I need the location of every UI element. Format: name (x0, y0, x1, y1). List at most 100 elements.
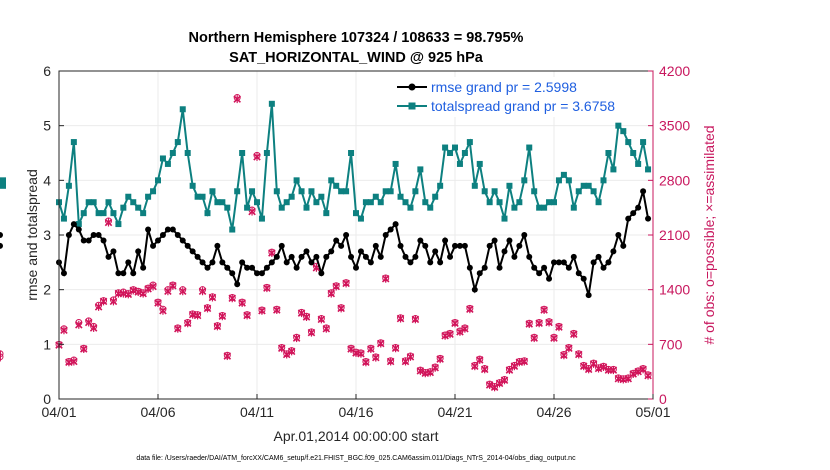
totalspread-point (174, 139, 181, 146)
obs-assimilated-point (574, 350, 583, 359)
totalspread-point (452, 144, 458, 151)
totalspread-point (249, 188, 256, 195)
rmse-point (353, 264, 359, 271)
obs-assimilated-point (228, 294, 237, 303)
rmse-point (452, 242, 458, 249)
rmse-point (288, 253, 295, 260)
rmse-point (199, 259, 206, 266)
obs-assimilated-point (644, 371, 652, 380)
totalspread-point (402, 199, 409, 206)
obs-possible-point (0, 353, 4, 361)
rmse-point (90, 232, 97, 238)
rmse-point (461, 242, 468, 249)
obs-assimilated-point (79, 345, 88, 354)
legend-rmse-label: rmse grand pr = 2.5998 (431, 79, 577, 95)
totalspread-point (219, 199, 226, 206)
obs-assimilated-point (317, 315, 326, 324)
totalspread-point (471, 182, 478, 189)
rmse-point (565, 264, 572, 271)
rmse-series (0, 188, 652, 299)
totalspread-point (169, 150, 176, 156)
totalspread-point (164, 160, 171, 167)
obs-assimilated-point (332, 282, 340, 291)
totalspread-point (283, 199, 290, 206)
left-tick-label-2: 2 (43, 282, 51, 298)
totalspread-point (70, 139, 77, 146)
totalspread-point (90, 199, 97, 206)
rmse-point (263, 264, 270, 271)
rmse-point (491, 237, 498, 244)
totalspread-point (184, 150, 191, 156)
rmse-point (625, 215, 632, 222)
totalspread-point (605, 150, 612, 156)
totalspread-point (630, 150, 637, 156)
rmse-point (615, 232, 622, 238)
rmse-point (303, 248, 310, 255)
totalspread-point (179, 106, 186, 113)
totalspread-point (303, 204, 310, 211)
totalspread-point (357, 215, 364, 222)
totalspread-point (501, 215, 508, 222)
obs-assimilated-point (174, 324, 182, 333)
rmse-point (343, 232, 350, 238)
obs-assimilated-point (594, 364, 603, 373)
obs-assimilated-point (238, 298, 246, 307)
totalspread-point (481, 188, 488, 195)
totalspread-point (135, 204, 142, 211)
legend-rmse-marker (408, 83, 416, 91)
obs-assimilated-point (282, 350, 291, 359)
rmse-point (70, 221, 77, 228)
obs-assimilated-point (233, 95, 241, 104)
right-tick-label-1: 700 (659, 336, 683, 352)
rmse-point (377, 253, 384, 260)
totalspread-point (268, 100, 275, 107)
rmse-point (496, 264, 503, 271)
obs-assimilated-point (302, 313, 311, 321)
rmse-point (145, 226, 152, 233)
totalspread-point (110, 210, 117, 217)
obs-assimilated-point (104, 218, 113, 227)
totalspread-point (224, 204, 231, 211)
rmse-point (115, 270, 122, 277)
obs-assimilated-point (159, 306, 167, 315)
totalspread-point (348, 150, 355, 156)
obs-assimilated-point (129, 286, 138, 295)
right-tick-label-5: 3500 (659, 118, 690, 134)
x-tick-label-3: 04/16 (338, 404, 373, 420)
totalspread-point (313, 199, 320, 206)
x-tick-label-5: 04/26 (536, 404, 571, 420)
totalspread-point (353, 210, 359, 217)
left-axis-ticks: 0 1 2 3 4 5 6 (43, 63, 64, 407)
obs-assimilated-point (391, 344, 400, 353)
rmse-point (595, 253, 602, 260)
rmse-point (432, 248, 439, 255)
rmse-point (456, 242, 463, 249)
obs-assimilated-point (273, 305, 281, 314)
totalspread-series (0, 100, 652, 233)
rmse-point (110, 248, 117, 255)
legend-box (390, 77, 650, 117)
totalspread-point (397, 193, 404, 200)
obs-assimilated-point (198, 287, 207, 296)
obs-assimilated-point (599, 362, 608, 371)
rmse-point (486, 242, 493, 249)
rmse-point (546, 275, 553, 282)
totalspread-point (209, 188, 216, 195)
obs-assimilated-point (208, 293, 217, 302)
rmse-point (551, 259, 557, 266)
totalspread-point (491, 188, 498, 195)
left-tick-label-5: 5 (43, 118, 51, 134)
totalspread-point (145, 193, 152, 200)
rmse-point (521, 232, 528, 238)
rmse-point (169, 226, 176, 233)
obs-assimilated-point (263, 284, 271, 293)
rmse-point (318, 270, 325, 277)
obs-assimilated-point (555, 323, 563, 332)
totalspread-point (308, 188, 315, 195)
obs-assimilated-point (471, 362, 479, 371)
rmse-point (372, 242, 379, 249)
obs-assimilated-point (223, 352, 232, 361)
totalspread-point (75, 221, 82, 228)
rmse-point (392, 221, 399, 228)
obs-assimilated-point (545, 318, 553, 327)
